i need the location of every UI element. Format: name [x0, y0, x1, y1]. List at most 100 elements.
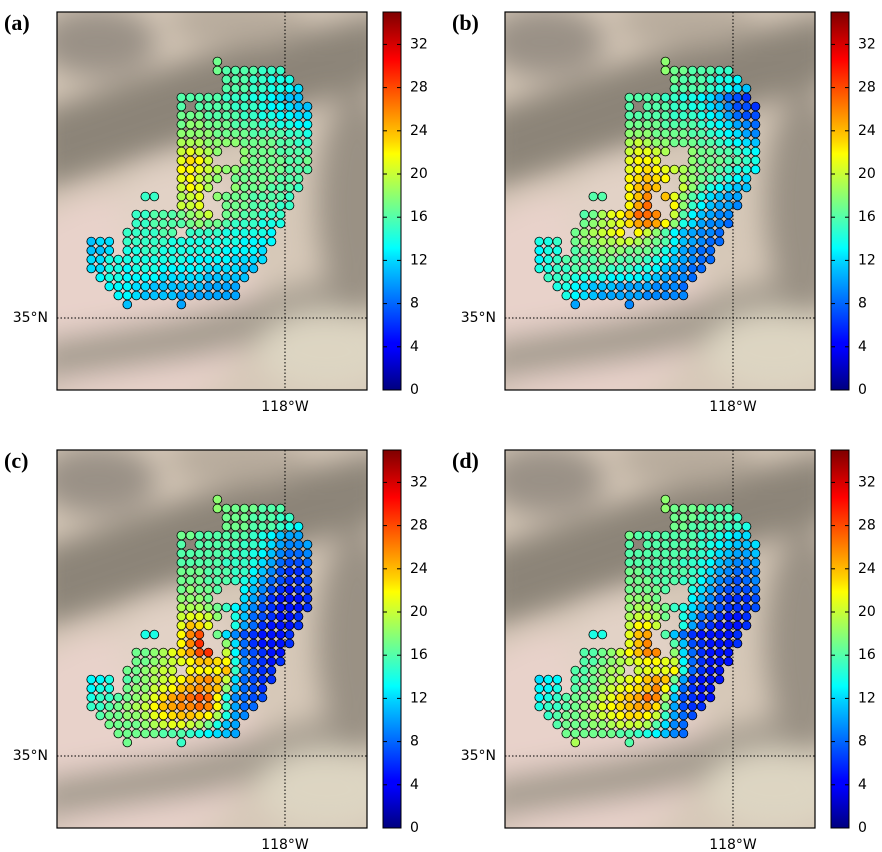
- data-point: [688, 84, 697, 93]
- data-point: [249, 246, 258, 255]
- data-point: [715, 183, 724, 192]
- colorbar-tick-label: 28: [410, 518, 428, 534]
- figure: (a)118°W35°N048121620242832(b)118°W35°N0…: [0, 0, 882, 852]
- data-point: [679, 210, 688, 219]
- data-point: [697, 684, 706, 693]
- data-point: [303, 567, 312, 576]
- data-point: [688, 657, 697, 666]
- data-point: [706, 630, 715, 639]
- data-point: [688, 504, 697, 513]
- data-point: [132, 255, 141, 264]
- data-point: [715, 102, 724, 111]
- x-tick-label: 118°W: [261, 837, 309, 852]
- data-point: [697, 93, 706, 102]
- data-point: [177, 657, 186, 666]
- colorbar-tick-label: 16: [410, 209, 428, 225]
- data-point: [679, 675, 688, 684]
- data-point: [240, 585, 249, 594]
- data-point: [213, 495, 222, 504]
- data-point: [123, 237, 132, 246]
- data-point: [580, 282, 589, 291]
- data-point: [688, 531, 697, 540]
- data-point: [679, 183, 688, 192]
- data-point: [240, 246, 249, 255]
- data-point: [688, 666, 697, 675]
- data-point: [697, 657, 706, 666]
- data-point: [571, 666, 580, 675]
- data-point: [159, 675, 168, 684]
- data-point: [580, 255, 589, 264]
- data-point: [652, 228, 661, 237]
- data-point: [240, 504, 249, 513]
- data-point: [706, 639, 715, 648]
- data-point: [598, 291, 607, 300]
- data-point: [688, 630, 697, 639]
- data-point: [625, 594, 634, 603]
- data-point: [249, 174, 258, 183]
- data-point: [607, 729, 616, 738]
- data-point: [580, 711, 589, 720]
- data-point: [231, 576, 240, 585]
- data-point: [706, 621, 715, 630]
- data-point: [706, 192, 715, 201]
- data-point: [733, 75, 742, 84]
- data-point: [186, 648, 195, 657]
- data-point: [688, 147, 697, 156]
- data-point: [571, 228, 580, 237]
- data-point: [204, 666, 213, 675]
- data-point: [195, 729, 204, 738]
- data-point: [114, 273, 123, 282]
- data-point: [303, 165, 312, 174]
- data-point: [177, 192, 186, 201]
- data-point: [733, 513, 742, 522]
- data-point: [724, 84, 733, 93]
- data-point: [276, 93, 285, 102]
- data-point: [231, 228, 240, 237]
- data-point: [733, 585, 742, 594]
- data-point: [231, 255, 240, 264]
- data-point: [204, 612, 213, 621]
- data-point: [679, 693, 688, 702]
- data-point: [679, 201, 688, 210]
- data-point: [249, 531, 258, 540]
- data-point: [643, 603, 652, 612]
- colorbar-tick-label: 12: [410, 690, 428, 706]
- data-point: [724, 201, 733, 210]
- data-point: [267, 540, 276, 549]
- data-point: [303, 156, 312, 165]
- data-point: [213, 57, 222, 66]
- data-point: [168, 657, 177, 666]
- data-point: [195, 273, 204, 282]
- data-point: [634, 558, 643, 567]
- data-point: [177, 621, 186, 630]
- data-point: [240, 531, 249, 540]
- data-point: [276, 585, 285, 594]
- data-point: [598, 255, 607, 264]
- data-point: [616, 246, 625, 255]
- data-point: [616, 711, 625, 720]
- data-point: [177, 183, 186, 192]
- data-point: [715, 657, 724, 666]
- data-point: [231, 273, 240, 282]
- data-point: [213, 675, 222, 684]
- data-point: [186, 603, 195, 612]
- data-point: [625, 549, 634, 558]
- data-point: [150, 630, 159, 639]
- data-point: [159, 219, 168, 228]
- data-point: [141, 675, 150, 684]
- data-point: [715, 165, 724, 174]
- data-point: [186, 210, 195, 219]
- data-point: [616, 264, 625, 273]
- data-point: [231, 711, 240, 720]
- data-point: [285, 192, 294, 201]
- data-point: [607, 684, 616, 693]
- data-point: [222, 210, 231, 219]
- data-point: [276, 504, 285, 513]
- data-point: [715, 513, 724, 522]
- data-point: [204, 567, 213, 576]
- data-point: [186, 111, 195, 120]
- data-point: [688, 558, 697, 567]
- data-point: [643, 639, 652, 648]
- data-point: [141, 255, 150, 264]
- data-point: [186, 720, 195, 729]
